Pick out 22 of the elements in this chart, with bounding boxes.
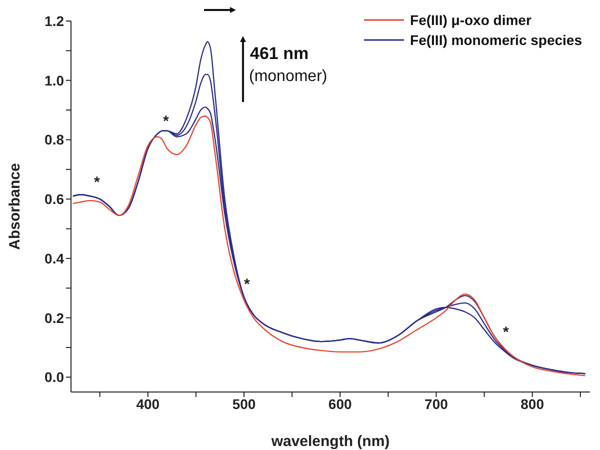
legend-label: Fe(III) monomeric species bbox=[410, 32, 582, 48]
annotation: * bbox=[503, 324, 509, 341]
annotation: 461 nm bbox=[250, 44, 309, 64]
legend-label: Fe(III) μ-oxo dimer bbox=[410, 12, 532, 28]
annotation: * bbox=[244, 276, 250, 293]
y-tick-label: 0.6 bbox=[44, 191, 64, 208]
x-tick-label: 700 bbox=[424, 396, 448, 412]
y-tick-label: 0.8 bbox=[44, 132, 64, 148]
x-tick-label: 600 bbox=[328, 396, 352, 412]
x-axis-title: wavelength (nm) bbox=[270, 433, 390, 450]
x-tick-label: 800 bbox=[520, 396, 544, 412]
y-tick-label: 1.2 bbox=[44, 12, 64, 29]
y-axis-title: Absorbance bbox=[6, 163, 24, 250]
y-tick-label: 1.0 bbox=[44, 72, 64, 88]
y-tick-label: 0.2 bbox=[44, 310, 64, 326]
annotation: (monomer) bbox=[249, 68, 328, 86]
x-tick-label: 500 bbox=[232, 396, 256, 412]
y-tick-label: 0.0 bbox=[44, 369, 64, 386]
x-tick-label: 400 bbox=[136, 396, 160, 412]
y-tick-label: 0.4 bbox=[44, 250, 64, 266]
annotation: * bbox=[163, 113, 169, 130]
annotation: * bbox=[94, 174, 100, 191]
